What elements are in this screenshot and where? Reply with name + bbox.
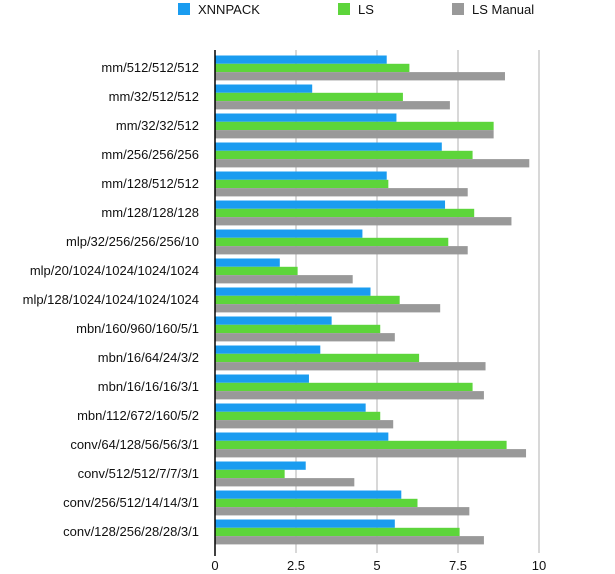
bar-ls [215,63,410,73]
legend-swatch [178,3,190,15]
bar-ls-manual [215,536,484,545]
bar-xnnpack [215,461,306,470]
bar-ls [215,469,285,479]
bar-ls-manual [215,449,527,458]
bar-ls [215,237,449,247]
bar-ls-manual [215,101,450,110]
bar-xnnpack [215,519,395,528]
bar-ls [215,92,403,102]
bar-xnnpack [215,142,442,151]
category-label: mm/512/512/512 [101,60,199,75]
bar-ls-manual [215,188,468,197]
bar-xnnpack [215,403,366,412]
bar-xnnpack [215,171,387,180]
category-label: mlp/20/1024/1024/1024/1024 [30,263,199,278]
bar-ls-manual [215,246,468,255]
bar-ls-manual [215,362,486,371]
bar-xnnpack [215,258,280,267]
bar-ls [215,121,494,131]
bar-ls [215,353,420,363]
bar-ls [215,208,475,218]
bar-ls [215,179,389,189]
legend-swatch [452,3,464,15]
bar-ls [215,411,381,421]
category-label: mm/32/32/512 [116,118,199,133]
category-label: mm/128/128/128 [101,205,199,220]
bar-xnnpack [215,200,446,209]
x-tick-label: 2.5 [287,558,305,573]
category-label: conv/128/256/28/28/3/1 [63,524,199,539]
bar-ls-manual [215,478,355,487]
bar-ls [215,266,298,276]
bar-ls [215,440,507,450]
bar-ls [215,498,418,508]
bar-ls [215,527,460,537]
bar-ls-manual [215,159,530,168]
category-label: conv/64/128/56/56/3/1 [70,437,199,452]
bar-ls [215,295,400,305]
bar-ls-manual [215,420,394,429]
category-label: conv/256/512/14/14/3/1 [63,495,199,510]
bar-ls [215,324,381,334]
bar-xnnpack [215,113,397,122]
legend-swatch [338,3,350,15]
bar-ls [215,150,473,160]
x-tick-label: 10 [532,558,546,573]
category-label: mlp/128/1024/1024/1024/1024 [23,292,199,307]
bar-ls-manual [215,391,484,400]
category-label: mlp/32/256/256/256/10 [66,234,199,249]
bar-ls-manual [215,217,512,226]
bar-xnnpack [215,229,363,238]
bar-ls-manual [215,333,395,342]
bar-ls-manual [215,507,470,516]
bar-xnnpack [215,345,321,354]
legend-label: LS [358,2,374,17]
bar-xnnpack [215,316,332,325]
bar-xnnpack [215,490,402,499]
category-label: mbn/112/672/160/5/2 [77,408,199,423]
bar-xnnpack [215,374,309,383]
bar-xnnpack [215,84,313,93]
bar-ls-manual [215,130,494,139]
category-label: mm/256/256/256 [101,147,199,162]
bar-ls-manual [215,72,505,81]
bar-xnnpack [215,55,387,64]
category-label: mbn/160/960/160/5/1 [76,321,199,336]
x-tick-label: 0 [211,558,218,573]
category-label: mm/32/512/512 [109,89,199,104]
bar-ls-manual [215,304,441,313]
legend-label: LS Manual [472,2,534,17]
category-label: mbn/16/16/16/3/1 [98,379,199,394]
bar-ls-manual [215,275,353,284]
bar-xnnpack [215,432,389,441]
bar-ls [215,382,473,392]
x-tick-label: 5 [373,558,380,573]
category-label: conv/512/512/7/7/3/1 [78,466,199,481]
x-tick-label: 7.5 [449,558,467,573]
bar-xnnpack [215,287,371,296]
category-label: mm/128/512/512 [101,176,199,191]
legend-label: XNNPACK [198,2,260,17]
category-label: mbn/16/64/24/3/2 [98,350,199,365]
